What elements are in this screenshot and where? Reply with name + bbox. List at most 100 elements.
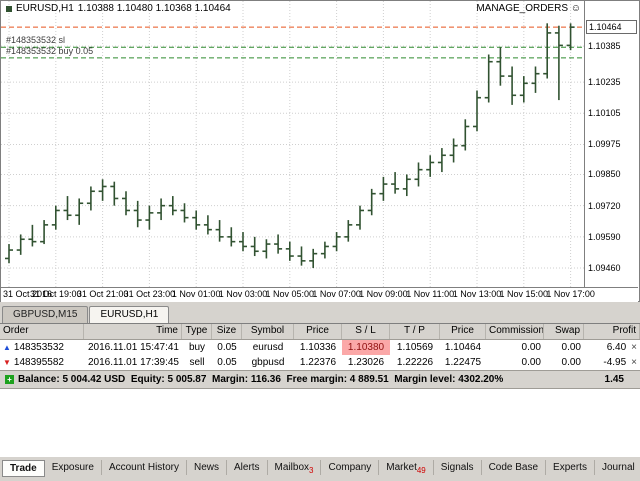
terminal-tab-market[interactable]: Market49 (379, 460, 434, 475)
ohlc-bar (496, 47, 505, 86)
ohlc-bar (239, 232, 247, 252)
order-swap: 0.00 (561, 342, 581, 353)
terminal-tab-journal[interactable]: Journal (595, 460, 640, 475)
order-sl: 1.23026 (347, 357, 385, 368)
chart-title: EURUSD,H1 1.10388 1.10480 1.10368 1.1046… (6, 3, 231, 14)
time-axis-label: 1 Nov 05:00 (265, 289, 315, 299)
order-row[interactable]: ▲ 148353532 2016.11.01 15:47:41 buy 0.05 euru… (0, 340, 640, 355)
time-axis-label: 1 Nov 03:00 (218, 289, 268, 299)
ohlc-bar (110, 181, 119, 206)
column-header-symbol[interactable]: Symbol (242, 324, 294, 339)
price-axis[interactable]: 1.10464 1.10385 1.10235 1.10105 1.09975 1.09… (584, 1, 639, 287)
balance-expand-icon[interactable]: + (5, 375, 14, 384)
ohlc-bar (98, 179, 107, 201)
terminal-tab-alerts[interactable]: Alerts (227, 460, 268, 475)
column-header-tp[interactable]: T / P (390, 324, 440, 339)
chart-ohlc-values: 1.10388 1.10480 1.10368 1.10464 (77, 3, 231, 14)
order-price: 1.10336 (299, 342, 337, 353)
column-header-price[interactable]: Price (440, 324, 486, 339)
expert-advisor-label[interactable]: MANAGE_ORDERS ☺ (476, 3, 581, 14)
close-order-button[interactable]: × (631, 342, 637, 353)
ohlc-bar (250, 236, 259, 257)
price-axis-label: 1.09590 (588, 231, 621, 242)
order-type: buy (188, 342, 206, 353)
chart-plot-area[interactable]: EURUSD,H1 1.10388 1.10480 1.10368 1.1046… (1, 1, 584, 287)
terminal-tab-account-history[interactable]: Account History (102, 460, 187, 475)
ohlc-bar (379, 176, 388, 201)
ohlc-bar (484, 54, 493, 103)
ohlc-bar (262, 239, 271, 259)
order-commission: 0.00 (521, 357, 541, 368)
order-commission: 0.00 (521, 342, 541, 353)
current-price-marker: 1.10464 (586, 20, 637, 35)
time-axis-label: 31 Oct 23:00 (123, 289, 176, 299)
order-row[interactable]: ▼ 148395582 2016.11.01 17:39:45 sell 0.05 gbp… (0, 355, 640, 370)
column-header-type[interactable]: Type (182, 324, 212, 339)
ohlc-bar (356, 205, 364, 230)
terminal-tab-mailbox[interactable]: Mailbox3 (268, 460, 322, 475)
ea-name: MANAGE_ORDERS (476, 3, 568, 14)
terminal-tab-trade[interactable]: Trade (2, 460, 45, 477)
tab-badge: 49 (416, 466, 426, 475)
ohlc-bar (40, 220, 49, 245)
price-axis-label: 1.09975 (588, 139, 621, 150)
terminal-tab-signals[interactable]: Signals (434, 460, 482, 475)
trade-level-label: #148353532 sl (6, 35, 66, 46)
ohlc-bar (414, 162, 423, 187)
order-sl: 1.10380 (342, 340, 390, 355)
time-axis-label: 1 Nov 07:00 (312, 289, 361, 299)
sell-order-icon: ▼ (3, 358, 11, 367)
ohlc-bar (215, 220, 224, 242)
ohlc-chart (1, 1, 584, 287)
column-header-size[interactable]: Size (212, 324, 242, 339)
order-tp: 1.10569 (396, 342, 434, 353)
price-axis-label: 1.10105 (588, 108, 621, 119)
order-size: 0.05 (217, 357, 237, 368)
column-header-price[interactable]: Price (294, 324, 342, 339)
time-axis[interactable]: 31 Oct 2016 31 Oct 19:00 31 Oct 21:00 31 Oc… (1, 287, 638, 302)
chart-tab-eurusd-h1[interactable]: EURUSD,H1 (89, 306, 170, 323)
ohlc-bar (86, 186, 95, 211)
order-profit: -4.95 × (603, 357, 637, 368)
ohlc-bar (285, 241, 294, 261)
time-axis-label: 1 Nov 01:00 (171, 289, 221, 299)
column-header-profit[interactable]: Profit (584, 324, 640, 339)
terminal-tab-company[interactable]: Company (321, 460, 380, 475)
close-order-button[interactable]: × (631, 357, 637, 368)
time-axis-label: 1 Nov 15:00 (499, 289, 549, 299)
ohlc-bar (145, 205, 154, 230)
ohlc-bar (227, 227, 236, 247)
ohlc-bar (168, 196, 177, 216)
column-header-swap[interactable]: Swap (544, 324, 584, 339)
column-header-time[interactable]: Time (84, 324, 182, 339)
chart-tab-gbpusd-m15[interactable]: GBPUSD,M15 (2, 306, 89, 323)
ohlc-bar (566, 23, 575, 51)
chart-symbol-period: EURUSD,H1 (16, 3, 74, 14)
order-profit: 6.40 × (606, 342, 637, 353)
account-summary-text: Balance: 5 004.42 USD Equity: 5 005.87 M… (18, 374, 504, 385)
column-header-sl[interactable]: S / L (342, 324, 390, 339)
ohlc-bar (531, 66, 540, 93)
ohlc-bar (554, 25, 563, 101)
terminal-tab-experts[interactable]: Experts (546, 460, 595, 475)
ohlc-bar (192, 210, 201, 230)
ohlc-bar (543, 23, 552, 79)
time-axis-label: 1 Nov 17:00 (546, 289, 595, 299)
ohlc-bar (426, 155, 435, 177)
terminal-tab-exposure[interactable]: Exposure (45, 460, 102, 475)
order-symbol: eurusd (252, 342, 284, 353)
column-header-commission[interactable]: Commission (486, 324, 544, 339)
ohlc-bar (402, 174, 411, 197)
column-header-order[interactable]: Order (0, 324, 84, 339)
terminal-tab-news[interactable]: News (187, 460, 227, 475)
ohlc-bar (180, 203, 189, 223)
order-swap: 0.00 (561, 357, 581, 368)
ohlc-bar (122, 191, 130, 216)
ohlc-bar (437, 148, 446, 173)
terminal-tab-code-base[interactable]: Code Base (482, 460, 547, 475)
order-type: sell (189, 357, 205, 368)
price-axis-label: 1.09850 (588, 169, 621, 180)
time-axis-label: 1 Nov 09:00 (359, 289, 408, 299)
